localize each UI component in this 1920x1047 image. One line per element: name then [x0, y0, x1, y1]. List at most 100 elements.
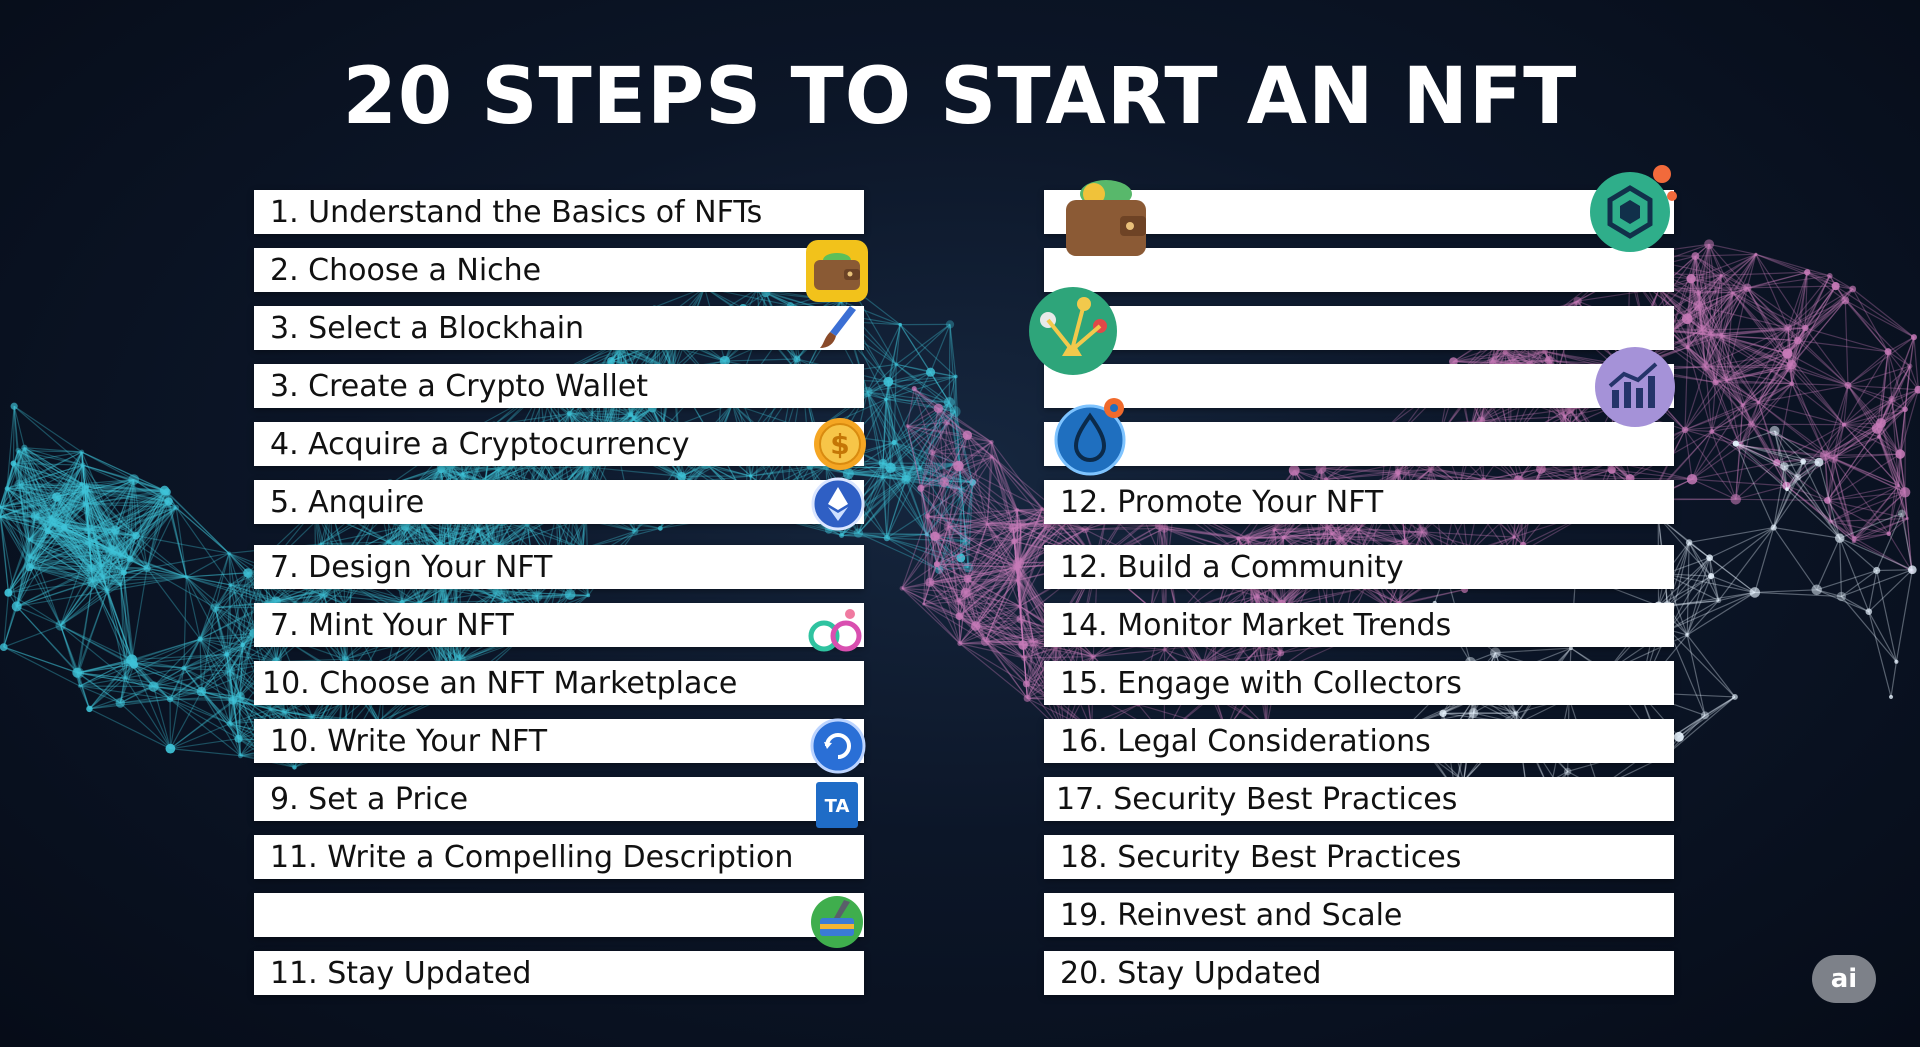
- network-node: [891, 439, 897, 446]
- network-link: [0, 503, 87, 508]
- network-link: [81, 483, 165, 491]
- network-link: [81, 483, 103, 567]
- network-link: [112, 507, 177, 551]
- network-link: [168, 501, 187, 578]
- network-link: [6, 487, 87, 505]
- network-link: [936, 562, 1019, 565]
- network-link: [214, 607, 254, 634]
- network-link: [199, 638, 227, 655]
- network-link: [958, 578, 969, 617]
- network-link: [985, 618, 1022, 642]
- network-link: [88, 542, 125, 574]
- network-link: [247, 572, 255, 634]
- network-link: [232, 700, 242, 756]
- network-node: [224, 652, 229, 657]
- network-link: [6, 464, 84, 490]
- network-link: [886, 537, 967, 543]
- network-link: [81, 483, 90, 544]
- network-link: [86, 486, 116, 531]
- network-link: [88, 479, 135, 544]
- network-link: [28, 539, 104, 579]
- network-link: [1843, 424, 1906, 493]
- network-link: [81, 451, 117, 531]
- network-link: [1711, 430, 1778, 464]
- network-link: [959, 605, 1021, 645]
- network-link: [1711, 431, 1737, 500]
- network-link: [226, 654, 241, 697]
- network-link: [79, 664, 135, 687]
- network-link: [91, 568, 122, 586]
- network-link: [0, 464, 84, 508]
- network-link: [1824, 454, 1906, 493]
- network-link: [63, 451, 83, 528]
- network-link: [60, 624, 135, 666]
- network-link: [929, 582, 961, 644]
- network-link: [13, 405, 83, 453]
- network-node: [86, 705, 93, 713]
- network-link: [133, 479, 165, 491]
- network-link: [92, 567, 148, 583]
- network-link: [975, 625, 1057, 648]
- network-link: [135, 490, 166, 536]
- network-link: [60, 584, 122, 626]
- network-link: [967, 562, 1019, 580]
- network-node: [72, 667, 83, 678]
- network-link: [885, 399, 892, 468]
- network-link: [867, 391, 950, 404]
- network-link: [86, 486, 89, 531]
- network-link: [1732, 254, 1757, 293]
- network-link: [28, 490, 86, 541]
- network-link: [24, 447, 82, 453]
- network-link: [0, 516, 51, 519]
- network-link: [1259, 646, 1281, 654]
- network-link: [91, 554, 123, 570]
- network-link: [885, 398, 950, 404]
- network-link: [1016, 524, 1022, 581]
- network-link: [119, 659, 133, 704]
- network-link: [60, 568, 93, 626]
- network-link: [120, 690, 202, 704]
- network-link: [923, 592, 966, 605]
- network-link: [885, 398, 956, 413]
- network-link: [77, 672, 154, 688]
- network-link: [16, 516, 36, 607]
- network-link: [923, 603, 960, 617]
- network-link: [1505, 351, 1550, 361]
- network-link: [200, 632, 254, 692]
- network-link: [60, 590, 108, 626]
- network-link: [29, 565, 102, 568]
- network-link: [1504, 351, 1531, 365]
- network-link: [169, 670, 231, 700]
- network-link: [106, 590, 126, 679]
- network-link: [938, 541, 967, 571]
- network-link: [926, 515, 967, 593]
- network-link: [1726, 292, 1734, 381]
- network-link: [112, 479, 135, 551]
- network-link: [1540, 468, 1612, 471]
- network-node: [80, 462, 86, 468]
- network-link: [106, 590, 128, 663]
- network-link: [1843, 389, 1919, 426]
- network-link: [50, 503, 87, 519]
- network-link: [232, 644, 244, 701]
- network-link: [882, 476, 973, 484]
- network-link: [29, 542, 90, 559]
- network-node: [0, 505, 2, 509]
- network-link: [185, 576, 228, 655]
- network-link: [226, 654, 231, 672]
- network-link: [56, 496, 89, 531]
- network-link: [948, 524, 1021, 528]
- network-link: [56, 490, 86, 498]
- network-link: [967, 527, 1014, 580]
- network-node: [196, 686, 207, 697]
- network-link: [170, 698, 233, 702]
- network-link: [112, 501, 170, 551]
- network-node: [503, 598, 507, 603]
- network-link: [919, 402, 950, 469]
- network-link: [947, 465, 960, 527]
- network-link: [56, 496, 87, 505]
- network-link: [79, 677, 126, 687]
- network-link: [133, 479, 137, 536]
- network-link: [923, 603, 986, 642]
- network-node: [268, 707, 273, 712]
